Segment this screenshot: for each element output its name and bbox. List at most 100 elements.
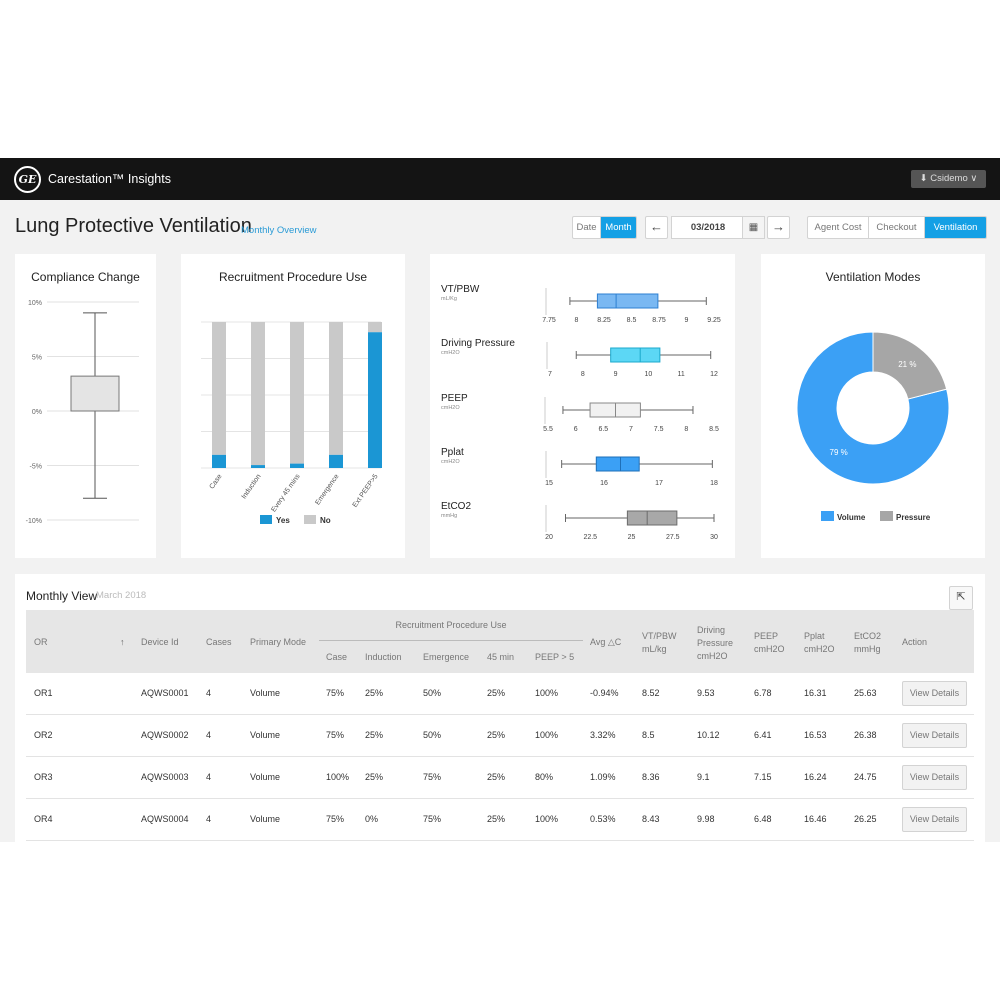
row-unit: mL/Kg — [441, 296, 457, 302]
compliance-change-card: Compliance Change 10% 5% 0% -5% -10% — [15, 254, 156, 558]
cell-peep: 6.48 — [754, 814, 772, 824]
period-date-button[interactable]: Date — [573, 217, 601, 238]
sort-up-icon[interactable]: ↑ — [120, 637, 125, 647]
x-tick-label: 9.25 — [707, 317, 721, 324]
x-tick-label: Emergence — [314, 473, 340, 506]
cell-mode: Volume — [250, 730, 281, 740]
view-details-button[interactable]: View Details — [902, 765, 967, 790]
export-button[interactable]: ⇱ — [949, 586, 973, 610]
compliance-change-chart: 10% 5% 0% -5% -10% — [26, 300, 139, 525]
cell-dp: 10.12 — [697, 730, 720, 740]
x-tick-label: 9 — [614, 371, 618, 378]
cell-m45: 25% — [487, 730, 506, 740]
x-tick-label: 8.5 — [627, 317, 637, 324]
x-tick-label: 20 — [545, 534, 553, 541]
x-tick-label: 17 — [655, 480, 663, 487]
slice-label: 79 % — [830, 448, 848, 457]
col-group-recruitment: Recruitment Procedure Use — [395, 620, 507, 630]
legend-label-pressure: Pressure — [896, 513, 931, 522]
col-action: Action — [902, 637, 928, 647]
cell-avg: 0.53% — [590, 814, 616, 824]
cell-device: AQWS0001 — [141, 688, 189, 698]
x-tick-label: 16 — [600, 480, 608, 487]
box — [596, 293, 659, 309]
monthly-view-title: Monthly View — [26, 589, 98, 603]
x-tick-label: 8.25 — [597, 317, 611, 324]
col-case: Case — [326, 652, 348, 662]
cell-device: AQWS0002 — [141, 730, 189, 740]
col-45-min: 45 min — [487, 652, 515, 662]
y-tick-label: 10% — [28, 300, 42, 307]
cell-induction: 25% — [365, 772, 384, 782]
recruitment-title: Recruitment Procedure Use — [218, 270, 368, 284]
col-emergence: Emergence — [423, 652, 470, 662]
col-cases: Cases — [206, 637, 232, 647]
col-primary-mode: Primary Mode — [250, 637, 307, 647]
box — [70, 375, 120, 412]
bar-no — [212, 322, 226, 455]
calendar-icon[interactable]: ▦ — [742, 217, 764, 238]
tab-checkout[interactable]: Checkout — [869, 217, 925, 238]
x-tick-label: 8 — [575, 317, 579, 324]
legend-swatch-pressure — [880, 511, 893, 521]
tab-agent-cost[interactable]: Agent Cost — [808, 217, 869, 238]
slice-label: 21 % — [898, 360, 916, 369]
user-menu-button[interactable]: ⬇ Csidemo ∨ — [911, 170, 986, 188]
period-month-button[interactable]: Month — [601, 217, 636, 238]
page-subtitle: Monthly Overview — [241, 225, 317, 236]
cell-vt: 8.5 — [642, 730, 655, 740]
cell-cases: 4 — [206, 772, 212, 782]
col-or[interactable]: OR — [34, 637, 48, 647]
cell-peep: 6.78 — [754, 688, 772, 698]
col-etco2: EtCO2 mmHg — [854, 631, 882, 654]
x-tick-label: 27.5 — [666, 534, 680, 541]
x-tick-label: 8 — [581, 371, 585, 378]
legend-label-volume: Volume — [837, 513, 866, 522]
recruitment-card: Recruitment Procedure Use Case Induction E… — [181, 254, 405, 558]
box — [626, 510, 678, 526]
ge-logo-icon: GE — [14, 166, 41, 193]
row-label: EtCO2 — [441, 501, 471, 512]
x-tick-label: 12 — [710, 371, 718, 378]
cell-avg: -0.94% — [590, 688, 619, 698]
user-icon: ⬇ — [919, 173, 928, 184]
tab-ventilation[interactable]: Ventilation — [925, 217, 986, 238]
x-tick-label: 7.75 — [542, 317, 556, 324]
cell-etco2: 24.75 — [854, 772, 877, 782]
view-details-button[interactable]: View Details — [902, 681, 967, 706]
monthly-view-card: Monthly View March 2018 ⇱ OR ↑ Device Id… — [15, 574, 985, 842]
table-row: OR2 AQWS0002 4 Volume 75% 25% 50% 25% 100% 3.32% 8… — [26, 715, 974, 757]
table-row: OR4 AQWS0004 4 Volume 75% 0% 75% 25% 100% 0.53% 8.… — [26, 799, 974, 841]
cell-case: 75% — [326, 730, 345, 740]
cell-peep5: 100% — [535, 730, 559, 740]
bar-no — [368, 322, 382, 333]
compliance-change-title: Compliance Change — [31, 270, 140, 284]
box — [595, 456, 640, 472]
x-tick-label: 5.5 — [543, 426, 553, 433]
cell-vt: 8.52 — [642, 688, 660, 698]
table-row: OR1 AQWS0001 4 Volume 75% 25% 50% 25% 100% -0.94%… — [26, 673, 974, 715]
cell-peep5: 100% — [535, 688, 559, 698]
month-picker[interactable]: 03/2018 ▦ — [671, 216, 765, 239]
cell-m45: 25% — [487, 688, 506, 698]
next-month-button[interactable]: → — [767, 216, 790, 239]
cell-or: OR2 — [34, 730, 53, 740]
cell-pplat: 16.46 — [804, 814, 827, 824]
x-tick-label: 25 — [628, 534, 636, 541]
bar-yes — [368, 332, 382, 468]
x-tick-label: 7 — [548, 371, 552, 378]
cell-or: OR3 — [34, 772, 53, 782]
x-tick-label: 11 — [678, 371, 685, 378]
row-unit: mmHg — [441, 513, 457, 519]
prev-month-button[interactable]: ← — [645, 216, 668, 239]
cell-vt: 8.43 — [642, 814, 660, 824]
cell-or: OR4 — [34, 814, 53, 824]
bar-yes — [251, 465, 265, 468]
x-tick-label: 7.5 — [654, 426, 664, 433]
ventilation-modes-title: Ventilation Modes — [825, 270, 921, 284]
cell-cases: 4 — [206, 730, 212, 740]
view-details-button[interactable]: View Details — [902, 807, 967, 832]
cell-device: AQWS0004 — [141, 814, 189, 824]
view-details-button[interactable]: View Details — [902, 723, 967, 748]
